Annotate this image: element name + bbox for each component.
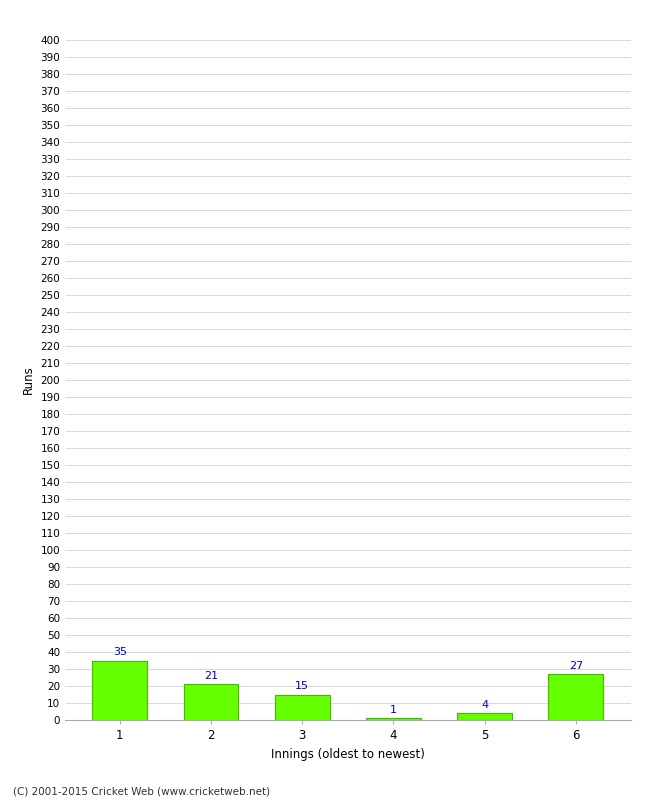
Bar xyxy=(183,684,239,720)
Bar xyxy=(275,694,330,720)
X-axis label: Innings (oldest to newest): Innings (oldest to newest) xyxy=(271,747,424,761)
Text: (C) 2001-2015 Cricket Web (www.cricketweb.net): (C) 2001-2015 Cricket Web (www.cricketwe… xyxy=(13,786,270,796)
Text: 27: 27 xyxy=(569,661,583,670)
Text: 21: 21 xyxy=(204,671,218,681)
Bar xyxy=(549,674,603,720)
Y-axis label: Runs: Runs xyxy=(22,366,35,394)
Text: 1: 1 xyxy=(390,705,397,715)
Text: 4: 4 xyxy=(481,700,488,710)
Text: 35: 35 xyxy=(112,647,127,657)
Text: 15: 15 xyxy=(295,681,309,691)
Bar xyxy=(366,718,421,720)
Bar xyxy=(92,661,147,720)
Bar xyxy=(457,714,512,720)
